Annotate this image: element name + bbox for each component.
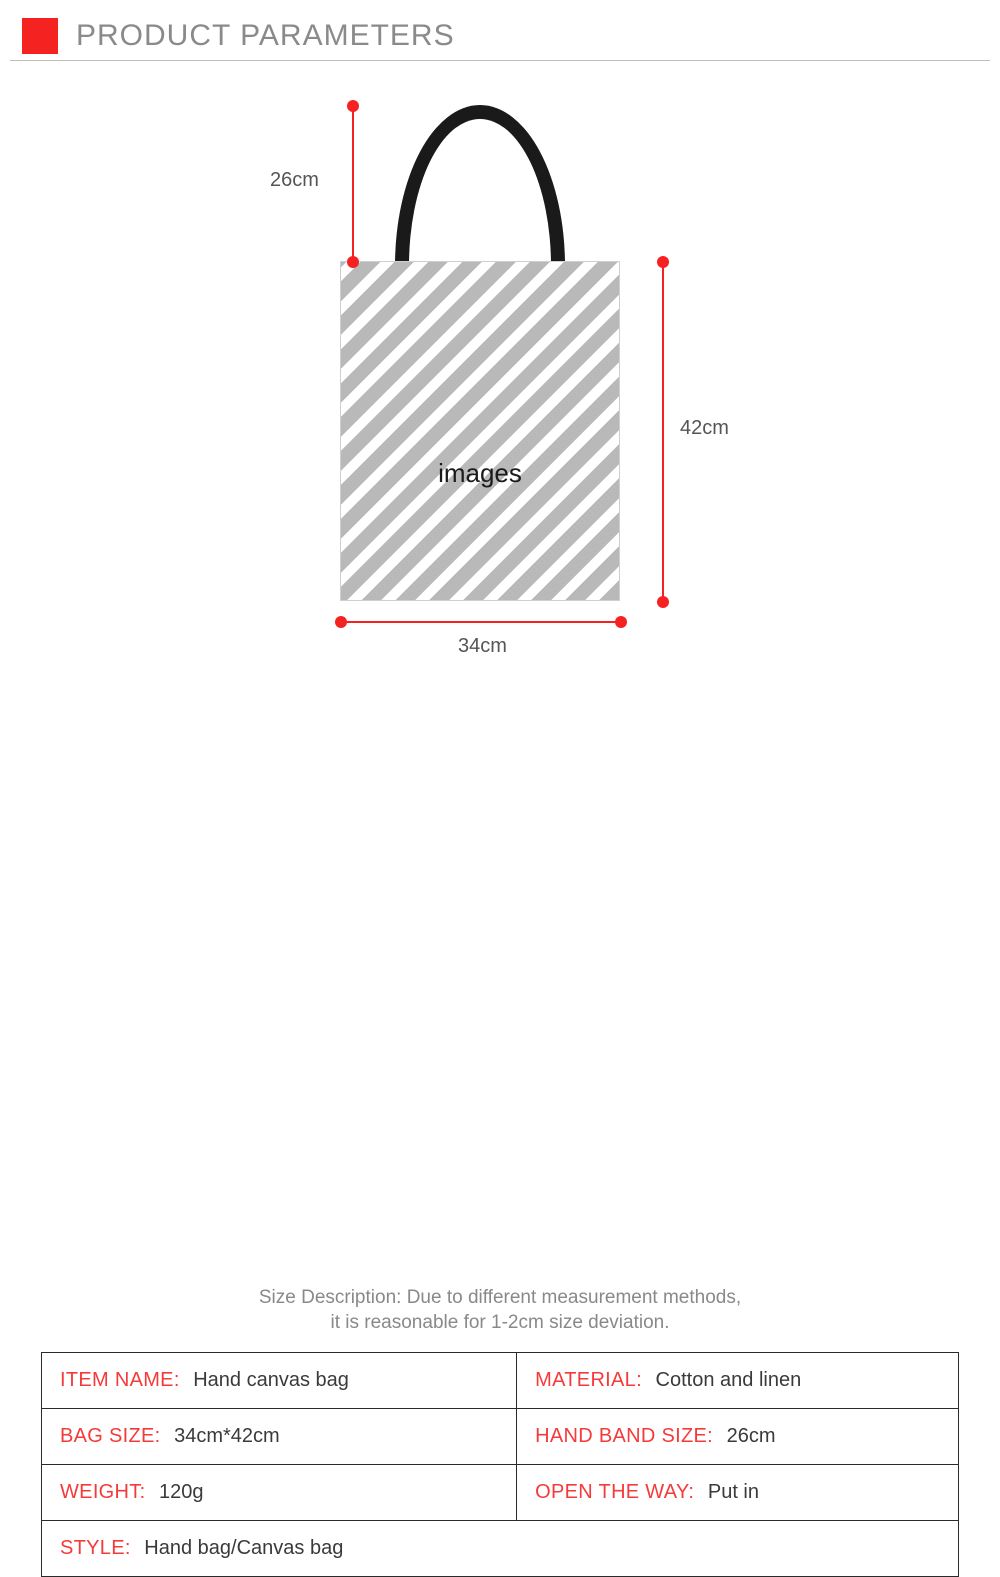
dim-line-handle [352, 105, 354, 261]
table-cell: ITEM NAME: Hand canvas bag [42, 1352, 517, 1408]
accent-square-icon [22, 18, 58, 54]
bag-placeholder-label: images [341, 458, 619, 489]
param-value: 34cm*42cm [174, 1425, 280, 1447]
param-label: BAG SIZE: [60, 1425, 161, 1447]
dim-label-height: 42cm [680, 417, 729, 440]
dim-line-width [340, 621, 620, 623]
header: PRODUCT PARAMETERS [0, 0, 1000, 54]
param-label: MATERIAL: [535, 1369, 642, 1391]
size-note-line2: it is reasonable for 1-2cm size deviatio… [0, 1312, 1000, 1334]
table-cell: WEIGHT: 120g [42, 1464, 517, 1520]
dim-line-height [662, 261, 664, 601]
parameters-table: ITEM NAME: Hand canvas bag MATERIAL: Cot… [41, 1352, 959, 1577]
table-row: WEIGHT: 120g OPEN THE WAY: Put in [42, 1464, 959, 1520]
table-cell: MATERIAL: Cotton and linen [517, 1352, 959, 1408]
param-label: HAND BAND SIZE: [535, 1425, 713, 1447]
param-value: Put in [708, 1481, 759, 1503]
table-cell: STYLE: Hand bag/Canvas bag [42, 1520, 959, 1576]
param-label: WEIGHT: [60, 1481, 145, 1503]
dim-dot-icon [615, 616, 627, 628]
dim-dot-icon [657, 596, 669, 608]
param-value: Hand bag/Canvas bag [144, 1537, 343, 1559]
page-title: PRODUCT PARAMETERS [76, 19, 455, 53]
bag-body-placeholder: images [340, 261, 620, 601]
param-value: 26cm [727, 1425, 776, 1447]
dim-dot-icon [347, 100, 359, 112]
dim-dot-icon [657, 256, 669, 268]
param-label: STYLE: [60, 1537, 131, 1559]
param-value: Cotton and linen [656, 1369, 802, 1391]
table-row: BAG SIZE: 34cm*42cm HAND BAND SIZE: 26cm [42, 1408, 959, 1464]
param-value: Hand canvas bag [193, 1369, 349, 1391]
size-note-line1: Size Description: Due to different measu… [0, 1285, 1000, 1312]
table-cell: BAG SIZE: 34cm*42cm [42, 1408, 517, 1464]
dim-label-handle: 26cm [270, 169, 319, 192]
param-value: 120g [159, 1481, 204, 1503]
dim-label-width: 34cm [458, 635, 507, 658]
dim-dot-icon [335, 616, 347, 628]
size-diagram: images 26cm 42cm 34cm [0, 61, 1000, 681]
table-cell: OPEN THE WAY: Put in [517, 1464, 959, 1520]
table-cell: HAND BAND SIZE: 26cm [517, 1408, 959, 1464]
param-label: OPEN THE WAY: [535, 1481, 694, 1503]
dim-dot-icon [347, 256, 359, 268]
table-row: STYLE: Hand bag/Canvas bag [42, 1520, 959, 1576]
param-label: ITEM NAME: [60, 1369, 180, 1391]
table-row: ITEM NAME: Hand canvas bag MATERIAL: Cot… [42, 1352, 959, 1408]
